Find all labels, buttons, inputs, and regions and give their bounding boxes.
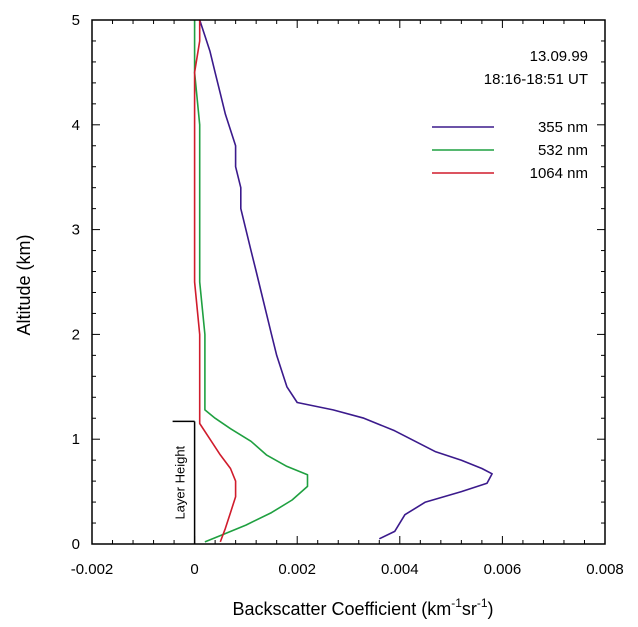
x-tick-label: 0.008 [586,561,624,578]
plot-area-frame [91,19,606,545]
x-tick-label: 0.004 [381,561,419,578]
y-tick-label: 1 [72,431,80,448]
x-axis-title: Backscatter Coefficient (km-1sr-1) [232,596,493,619]
date-annotation: 13.09.99 [530,48,588,65]
x-tick-label: 0 [190,561,198,578]
y-tick-label: 4 [72,117,80,134]
y-tick-labels: 0 1 2 3 4 5 [72,12,80,553]
y-axis-title: Altitude (km) [14,234,34,335]
y-tick-label: 5 [72,12,80,29]
x-tick-label: 0.002 [278,561,316,578]
series-line-1064-nm [193,20,237,543]
y-tick-label: 0 [72,536,80,553]
y-tick-label: 3 [72,222,80,239]
legend-label: 532 nm [538,142,588,159]
layer-height-label: Layer Height [173,445,188,519]
layer-height-marker: Layer Height [172,420,196,544]
time-annotation: 18:16-18:51 UT [484,71,588,88]
y-tick-label: 2 [72,326,80,343]
data-series [193,19,493,543]
x-tick-labels: -0.002 0 0.002 0.004 0.006 0.008 [71,561,624,578]
series-line-532-nm [193,20,309,543]
x-tick-label: -0.002 [71,561,114,578]
legend-label: 1064 nm [530,165,588,182]
x-tick-label: 0.006 [484,561,522,578]
legend-label: 355 nm [538,119,588,136]
legend: 355 nm 532 nm 1064 nm [432,119,588,182]
series-line-355-nm [198,19,493,540]
axis-ticks [91,19,606,545]
